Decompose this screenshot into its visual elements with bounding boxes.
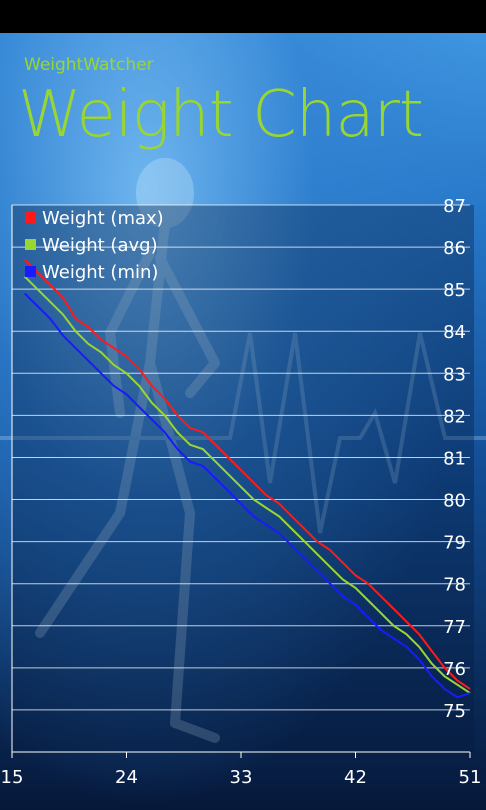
x-tick-label: 51 [459,767,482,788]
x-tick-label: 24 [115,767,138,788]
series-line-avg [23,275,471,694]
legend-label-max: Weight (max) [42,208,164,229]
y-tick-label: 83 [443,364,466,385]
legend-swatch-avg [25,239,36,250]
y-tick-label: 86 [443,238,466,259]
y-tick-label: 77 [443,617,466,638]
x-tick-label: 15 [1,767,24,788]
series-line-max [23,258,471,690]
y-tick-label: 82 [443,406,466,427]
app-background [0,33,486,810]
app-name: WeightWatcher [24,55,154,75]
legend-swatch-min [25,266,36,277]
y-tick-label: 81 [443,448,466,469]
chart-legend: Weight (max) Weight (avg) Weight (min) [25,208,164,283]
x-tick-label: 33 [230,767,253,788]
weight-chart[interactable]: 75 76 77 78 79 80 81 82 83 84 85 86 87 15 24 33 42 51 Wei… [0,190,486,790]
y-tick-label: 76 [443,659,466,680]
page-title: Weight Chart [18,78,424,152]
y-tick-label: 75 [443,701,466,722]
y-tick-label: 84 [443,322,466,343]
legend-label-avg: Weight (avg) [42,235,158,256]
y-tick-label: 85 [443,280,466,301]
series-line-min [23,292,471,699]
y-tick-label: 78 [443,575,466,596]
plot-area [12,205,474,752]
legend-swatch-max [25,212,36,223]
y-tick-label: 79 [443,533,466,554]
y-tick-label: 80 [443,491,466,512]
status-bar [0,0,486,33]
legend-label-min: Weight (min) [42,262,158,283]
x-tick-label: 42 [344,767,367,788]
y-tick-label: 87 [443,196,466,217]
